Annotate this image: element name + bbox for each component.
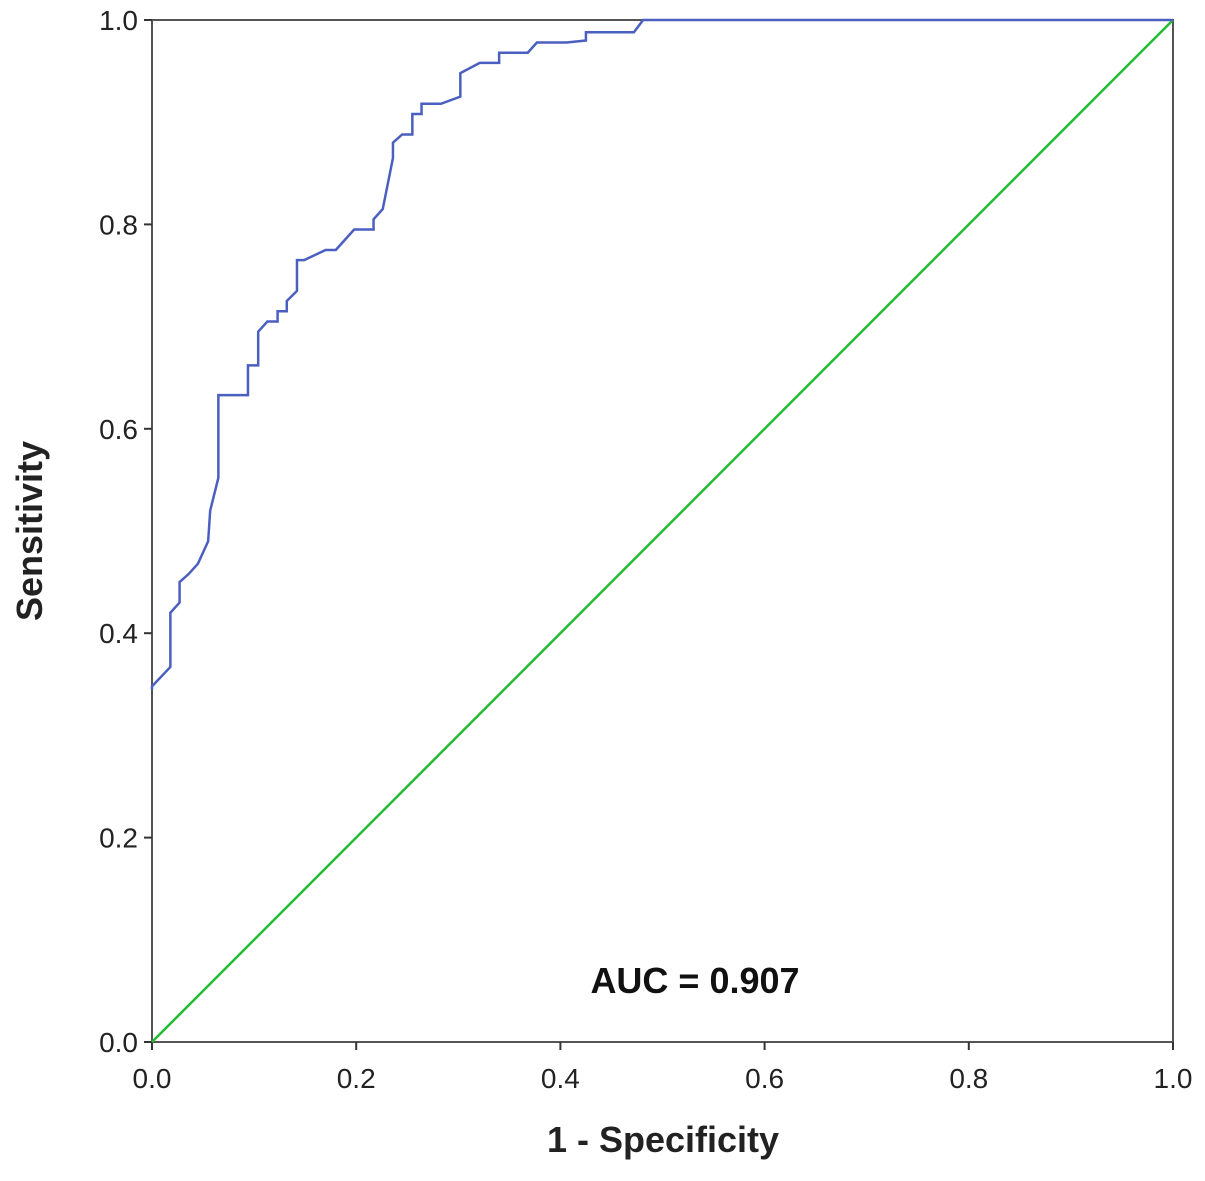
y-tick-label: 1.0: [99, 5, 138, 36]
y-tick-label: 0.8: [99, 209, 138, 240]
x-axis-label: 1 - Specificity: [547, 1119, 779, 1160]
plot-area: 0.0 0.2 0.4 0.6 0.8 1.0 0.0 0.2 0.4 0.6 0.8 1.0: [99, 5, 1192, 1094]
y-tick-label: 0.4: [99, 618, 138, 649]
x-tick-label: 0.8: [949, 1063, 988, 1094]
x-tick-label: 0.2: [337, 1063, 376, 1094]
reference-line: [151, 19, 1174, 1043]
x-tick-label: 0.6: [745, 1063, 784, 1094]
x-tick-label: 1.0: [1154, 1063, 1193, 1094]
y-axis-label: Sensitivity: [9, 441, 50, 621]
roc-curve: [150, 18, 1173, 690]
y-tick-label: 0.6: [99, 414, 138, 445]
y-tick-label: 0.0: [99, 1027, 138, 1058]
x-tick-label: 0.4: [541, 1063, 580, 1094]
y-tick-label: 0.2: [99, 823, 138, 854]
x-tick-label: 0.0: [133, 1063, 172, 1094]
auc-annotation: AUC = 0.907: [590, 960, 799, 1001]
